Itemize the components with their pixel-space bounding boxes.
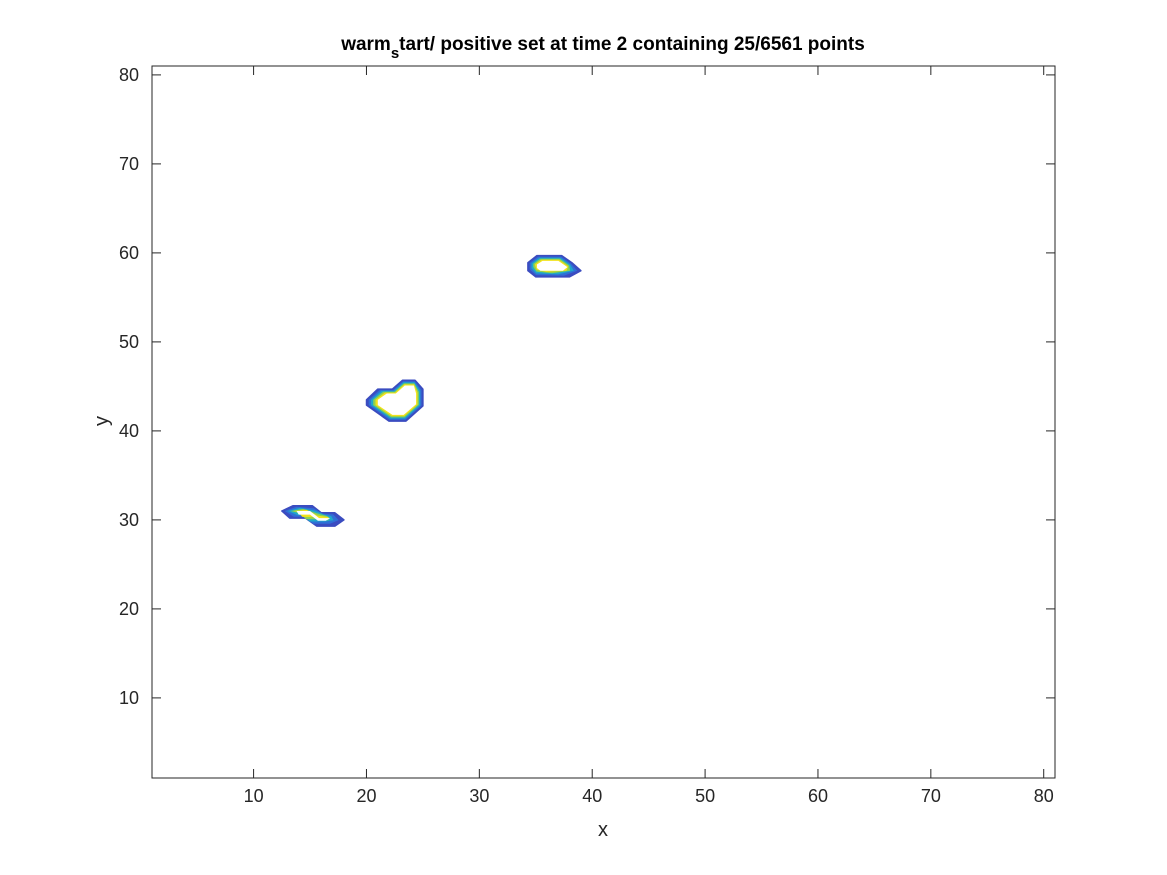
y-ticks: 10 20 30 40 50 60 70 80 bbox=[119, 65, 1055, 708]
x-tick-label: 70 bbox=[921, 786, 941, 806]
contour-level-5 bbox=[536, 260, 568, 271]
contour-regions bbox=[281, 254, 582, 527]
y-tick-label: 10 bbox=[119, 688, 139, 708]
x-tick-label: 80 bbox=[1034, 786, 1054, 806]
x-tick-label: 40 bbox=[582, 786, 602, 806]
y-tick-label: 50 bbox=[119, 332, 139, 352]
x-ticks: 10 20 30 40 50 60 70 80 bbox=[244, 66, 1054, 806]
chart-title: warmstart/ positive set at time 2 contai… bbox=[340, 34, 865, 62]
x-tick-label: 60 bbox=[808, 786, 828, 806]
contour-level-5 bbox=[296, 511, 331, 521]
y-tick-label: 30 bbox=[119, 510, 139, 530]
y-tick-label: 80 bbox=[119, 65, 139, 85]
contour-level-5 bbox=[377, 385, 417, 415]
chart-title-part2: tart/ positive set at time 2 containing … bbox=[399, 34, 865, 55]
contour-region-2 bbox=[365, 379, 424, 422]
x-tick-label: 20 bbox=[356, 786, 376, 806]
x-tick-label: 30 bbox=[469, 786, 489, 806]
chart-title-subscript: s bbox=[391, 45, 399, 62]
x-axis-label: x bbox=[598, 819, 608, 841]
axes-box bbox=[151, 65, 1056, 779]
contour-region-3 bbox=[527, 254, 582, 278]
y-tick-label: 70 bbox=[119, 154, 139, 174]
chart-title-part1: warm bbox=[340, 34, 391, 55]
contour-region-1 bbox=[281, 504, 345, 527]
y-tick-label: 60 bbox=[119, 243, 139, 263]
x-tick-label: 10 bbox=[244, 786, 264, 806]
y-tick-label: 40 bbox=[119, 421, 139, 441]
y-tick-label: 20 bbox=[119, 599, 139, 619]
x-tick-label: 50 bbox=[695, 786, 715, 806]
y-axis-label: y bbox=[91, 416, 113, 426]
